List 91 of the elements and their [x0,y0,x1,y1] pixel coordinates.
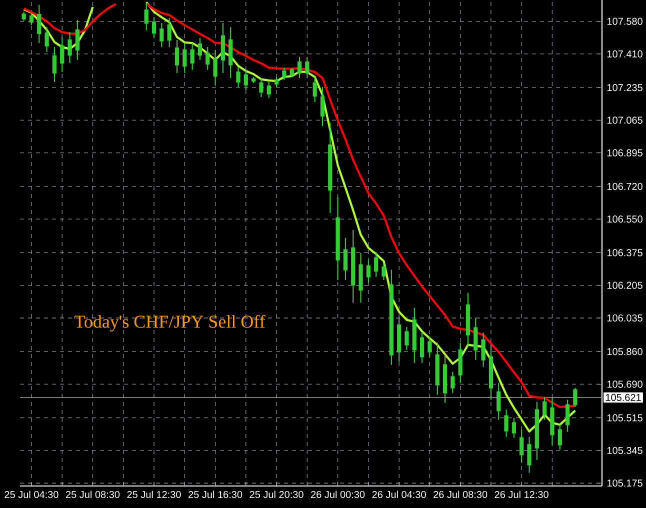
candlestick [488,344,494,400]
candlestick [512,417,516,438]
candlestick [220,22,226,74]
candlestick [259,77,264,98]
y-tick-label: 105.345 [607,446,642,454]
candlestick [404,326,409,350]
x-tick-label: 26 Jul 08:30 [434,490,488,498]
candlestick [167,18,172,48]
candlestick [420,331,424,364]
candlestick [550,397,554,446]
candlestick [190,42,194,70]
candlestick [458,342,462,384]
candlestick [428,336,432,358]
candlestick [496,382,501,420]
x-tick-label: 25 Jul 12:30 [127,490,181,498]
x-tick-label: 26 Jul 04:30 [372,490,426,498]
candlestick [206,46,210,70]
candlestick [542,396,547,420]
y-tick-label: 106.375 [607,249,642,256]
candlestick [52,46,57,83]
candlestick [343,237,348,280]
candlestick [358,252,363,304]
candlestick [68,32,72,64]
x-tick-label: 25 Jul 16:30 [188,490,242,498]
y-tick-label: 106.205 [607,282,642,289]
candlestick [174,39,180,74]
candlestick [29,12,34,26]
candlestick [412,307,416,364]
candlestick [152,16,156,39]
candlestick [236,66,240,88]
y-tick-label: 106.895 [607,149,642,156]
y-tick-label: 105.515 [607,414,642,422]
candlestick [382,262,386,280]
ref-line-label: 105.621 [606,394,641,402]
candlestick [37,4,42,44]
candlestick [573,387,578,408]
y-tick-label: 107.580 [607,18,642,25]
candlestick [366,259,371,284]
candlestick [389,269,394,366]
candlestick [336,196,340,280]
candlestick [282,67,286,80]
y-tick-label: 107.065 [607,116,642,124]
y-tick-label: 105.860 [607,348,642,356]
y-tick-label: 107.235 [607,84,642,92]
candlestick [266,81,271,98]
candlestick [435,342,440,396]
candlestick [198,37,202,60]
y-tick-label: 106.550 [607,216,642,223]
x-tick-label: 26 Jul 00:30 [311,490,365,498]
candlestick [558,424,562,450]
candlestick [22,11,26,22]
candlestick [397,316,402,362]
y-tick-label: 105.175 [607,480,642,487]
candlestick [160,22,164,48]
annotation: Today's CHF/JPY Sell Off [74,314,266,332]
candlestick [527,436,532,474]
candlestick [466,292,470,348]
candlestick [44,26,49,53]
candlestick [374,251,378,278]
candlestick [75,19,80,60]
candlestick [228,26,233,78]
candlestick [534,401,539,460]
candlestick [504,409,508,438]
candlestick [252,76,256,84]
y-tick-label: 107.410 [607,50,642,58]
candlestick [474,317,478,360]
candlestick [520,429,524,464]
candlestick [274,76,279,88]
candlestick [450,371,455,394]
candlestick [182,42,187,74]
candlestick [328,122,332,214]
y-tick-label: 106.720 [607,182,642,190]
candlestick [297,56,302,78]
candlestick [565,399,570,432]
candlestick [213,49,218,86]
y-tick-label: 105.690 [607,380,642,388]
x-tick-label: 25 Jul 04:30 [4,490,58,498]
candlestick [60,36,64,73]
candlestick [144,2,148,30]
candlestick [442,354,448,404]
y-tick-label: 106.035 [607,314,642,322]
candlestick [320,86,325,126]
candlestick [305,56,310,78]
candlestick [244,69,248,91]
candlestick [312,76,317,102]
x-tick-label: 25 Jul 08:30 [66,490,120,498]
candlestick [481,332,486,368]
candlestick [351,229,356,304]
candlestick [290,67,294,78]
x-tick-label: 26 Jul 12:30 [494,490,548,498]
x-tick-label: 25 Jul 20:30 [250,490,304,498]
